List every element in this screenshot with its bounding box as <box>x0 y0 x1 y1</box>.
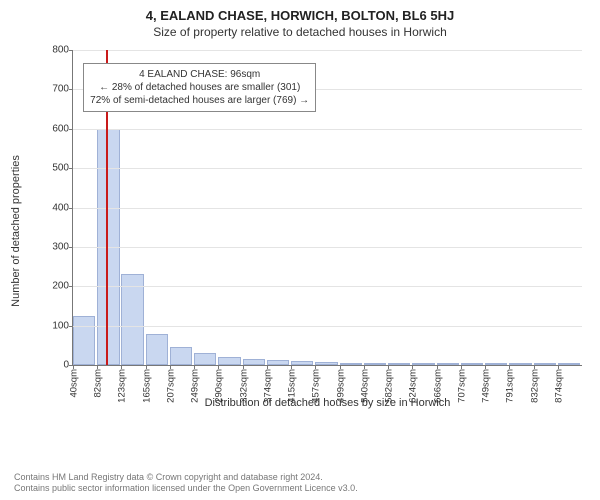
histogram-bar <box>194 353 216 365</box>
histogram-bar <box>218 357 240 365</box>
gridline <box>73 326 582 327</box>
histogram-bar <box>437 363 459 365</box>
plot-region: 40sqm82sqm123sqm165sqm207sqm249sqm290sqm… <box>72 50 582 366</box>
ytick-mark <box>69 129 73 130</box>
annotation-line3: 72% of semi-detached houses are larger (… <box>90 94 309 107</box>
ytick-label: 500 <box>52 163 69 174</box>
ytick-mark <box>69 168 73 169</box>
histogram-bar <box>146 334 168 366</box>
page-title: 4, EALAND CHASE, HORWICH, BOLTON, BL6 5H… <box>10 8 590 23</box>
histogram-bar <box>315 362 337 365</box>
gridline <box>73 50 582 51</box>
footer-line2: Contains public sector information licen… <box>14 483 590 494</box>
histogram-bar <box>170 347 192 365</box>
histogram-bar <box>485 363 507 365</box>
histogram-bar <box>243 359 265 365</box>
histogram-bar <box>267 360 289 365</box>
histogram-bar <box>73 316 95 365</box>
histogram-bar <box>534 363 556 365</box>
annotation-line2: ← 28% of detached houses are smaller (30… <box>90 81 309 94</box>
annotation-box: 4 EALAND CHASE: 96sqm ← 28% of detached … <box>83 63 316 112</box>
x-axis-label: Distribution of detached houses by size … <box>73 397 582 409</box>
histogram-bar <box>340 363 362 365</box>
ytick-mark <box>69 365 73 366</box>
histogram-bar <box>461 363 483 365</box>
xtick-label: 82sqm <box>93 369 104 398</box>
ytick-mark <box>69 89 73 90</box>
annotation-line1: 4 EALAND CHASE: 96sqm <box>90 68 309 81</box>
gridline <box>73 168 582 169</box>
histogram-bar <box>509 363 531 365</box>
histogram-bar <box>388 363 410 365</box>
histogram-bar <box>291 361 313 365</box>
chart-area: Number of detached properties 40sqm82sqm… <box>24 46 588 416</box>
ytick-mark <box>69 286 73 287</box>
histogram-bar <box>412 363 434 365</box>
histogram-bar <box>364 363 386 365</box>
ytick-label: 100 <box>52 320 69 331</box>
histogram-bar <box>121 274 143 365</box>
ytick-mark <box>69 50 73 51</box>
ytick-mark <box>69 208 73 209</box>
ytick-label: 700 <box>52 84 69 95</box>
footer-line1: Contains HM Land Registry data © Crown c… <box>14 472 590 483</box>
gridline <box>73 129 582 130</box>
footer: Contains HM Land Registry data © Crown c… <box>14 472 590 495</box>
histogram-bar <box>558 363 580 365</box>
ytick-mark <box>69 247 73 248</box>
ytick-label: 200 <box>52 281 69 292</box>
figure: 4, EALAND CHASE, HORWICH, BOLTON, BL6 5H… <box>0 0 600 500</box>
ytick-label: 400 <box>52 202 69 213</box>
gridline <box>73 208 582 209</box>
ytick-label: 0 <box>63 360 69 371</box>
subtitle: Size of property relative to detached ho… <box>10 25 590 39</box>
ytick-label: 300 <box>52 241 69 252</box>
ytick-mark <box>69 326 73 327</box>
gridline <box>73 247 582 248</box>
xtick-label: 40sqm <box>69 369 80 398</box>
ytick-label: 800 <box>52 45 69 56</box>
gridline <box>73 286 582 287</box>
ytick-label: 600 <box>52 123 69 134</box>
y-axis-label: Number of detached properties <box>10 155 22 307</box>
